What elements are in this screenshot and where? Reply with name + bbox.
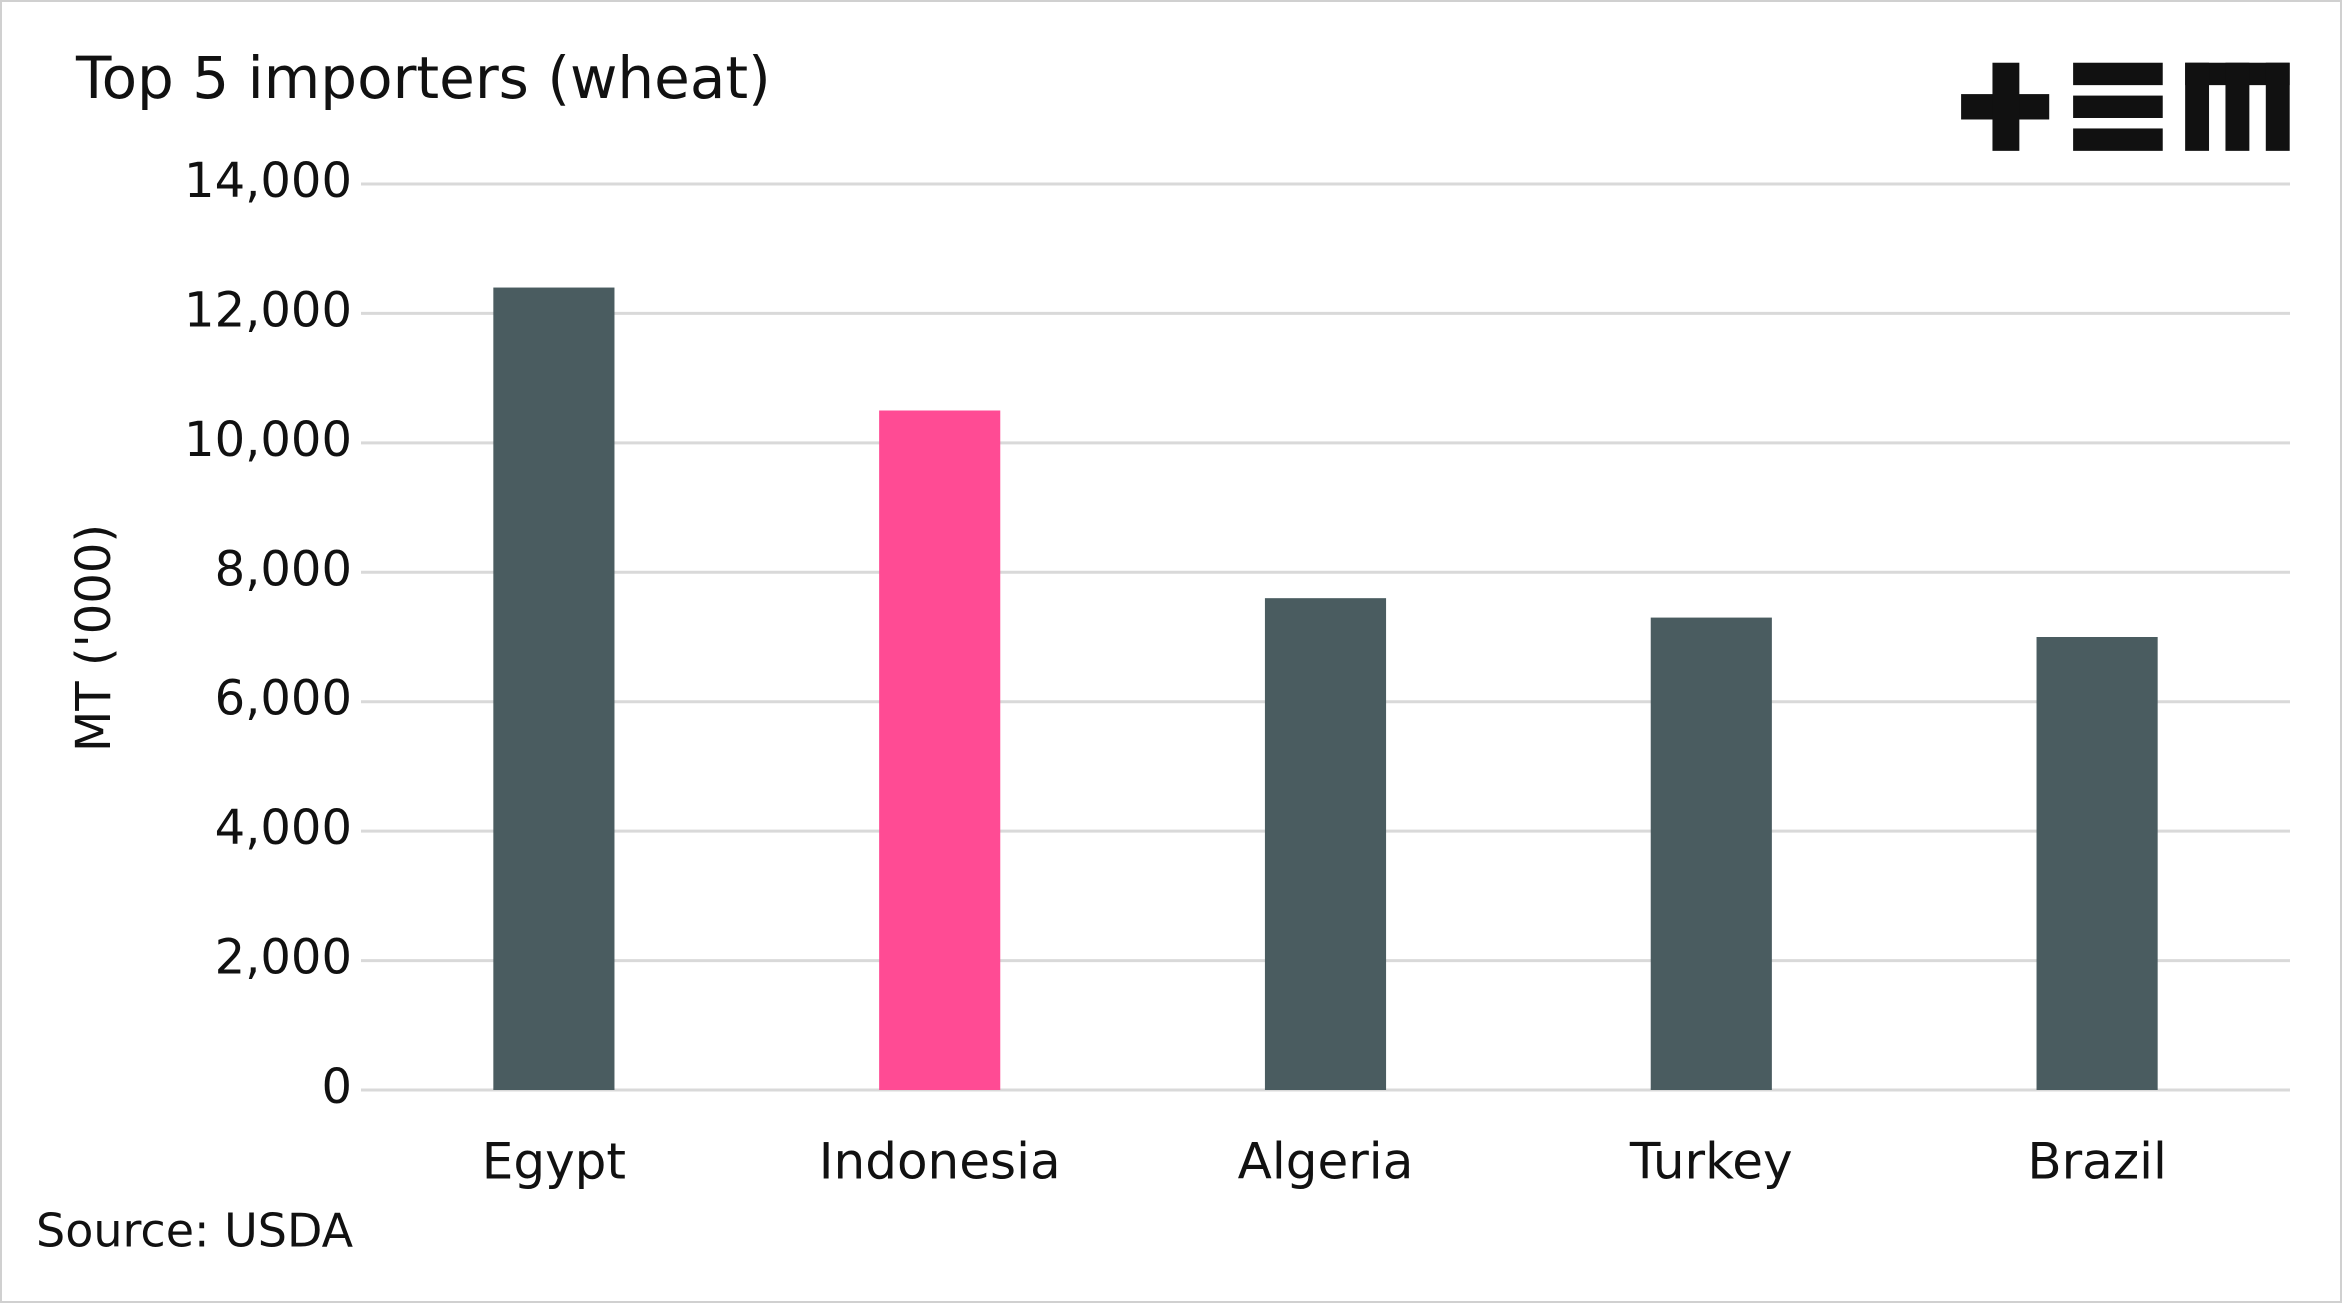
bar [493, 287, 615, 1090]
bar [2036, 637, 2158, 1090]
x-tick-label: Turkey [1629, 1133, 1793, 1191]
chart-title: Top 5 importers (wheat) [75, 44, 771, 112]
bar [879, 410, 1001, 1090]
y-tick-label: 10,000 [184, 412, 352, 468]
y-tick-label: 2,000 [215, 930, 352, 986]
bar [1264, 598, 1387, 1090]
x-tick-label: Brazil [2027, 1133, 2167, 1191]
y-tick-label: 8,000 [215, 541, 352, 597]
y-tick-label: 14,000 [184, 153, 352, 209]
x-tick-label: Indonesia [819, 1133, 1061, 1191]
x-tick-label: Algeria [1238, 1133, 1414, 1191]
y-tick-label: 6,000 [215, 671, 352, 727]
x-tick-label: Egypt [482, 1133, 626, 1191]
source: Source: USDA [36, 1204, 354, 1258]
y-tick-label: 4,000 [215, 800, 352, 856]
y-tick-label: 0 [321, 1059, 352, 1115]
logo [1961, 62, 2290, 151]
y-axis-label: MT ('000) [66, 524, 122, 752]
bar [1650, 617, 1772, 1090]
y-tick-label: 12,000 [184, 282, 352, 338]
